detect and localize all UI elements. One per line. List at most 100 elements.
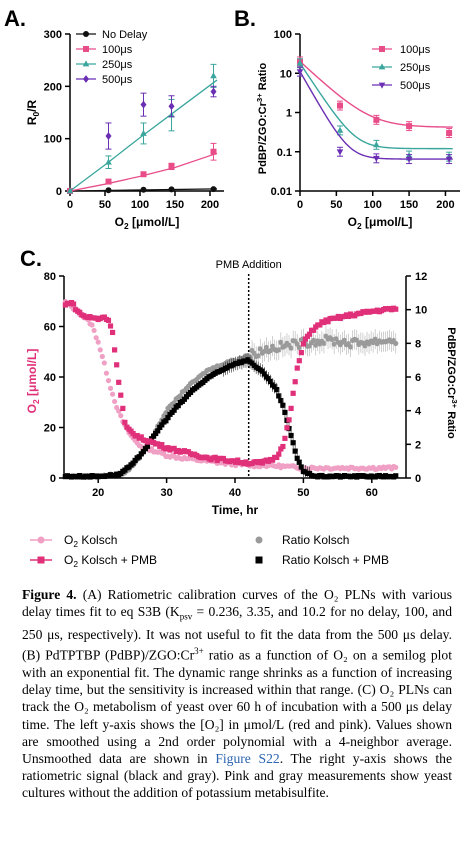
data-point xyxy=(95,339,101,345)
caption-text-2: = 0.236, 3.35, and 10.2 for no delay, 10… xyxy=(22,604,452,663)
data-point xyxy=(210,186,217,193)
data-point xyxy=(331,341,337,347)
figure-s22-link[interactable]: Figure S22 xyxy=(215,751,280,767)
data-point xyxy=(212,454,218,460)
legend-marker xyxy=(379,46,385,52)
x-axis-label: Time, hr xyxy=(212,503,259,517)
data-point xyxy=(292,379,298,385)
left-y-tick-label: 40 xyxy=(44,372,56,384)
data-point xyxy=(294,365,300,371)
data-point xyxy=(118,392,124,398)
data-point xyxy=(265,376,272,382)
data-point xyxy=(446,130,453,137)
data-point xyxy=(91,327,97,334)
data-point xyxy=(276,393,282,399)
data-point xyxy=(140,186,147,193)
data-point xyxy=(99,353,105,360)
pmb-addition-label: PMB Addition xyxy=(216,259,282,271)
legend-marker xyxy=(37,536,45,544)
right-y-tick-label: 2 xyxy=(415,439,421,451)
data-point xyxy=(105,187,112,194)
left-y-tick-label: 60 xyxy=(44,322,56,334)
left-y-tick-label: 20 xyxy=(44,423,56,435)
data-point xyxy=(288,405,294,411)
x-axis-label: O2 [μmol/L] xyxy=(348,215,413,231)
y-tick-label: 300 xyxy=(44,29,62,41)
data-point xyxy=(341,337,348,343)
data-point xyxy=(393,473,399,479)
right-y-axis-label: PdBP/ZGO:Cr3+ Ratio xyxy=(445,327,459,439)
data-point xyxy=(70,301,77,307)
legend-label: 500μs xyxy=(400,80,431,92)
data-point xyxy=(116,379,122,385)
caption-text-3: ratio as a function of O₂ on a semilog p… xyxy=(22,647,452,767)
data-point xyxy=(103,370,110,376)
right-y-tick-label: 0 xyxy=(415,473,421,485)
data-point xyxy=(261,348,268,354)
caption-text-1: (A) Ratiometric calibration curves of th… xyxy=(22,587,452,620)
data-point xyxy=(282,435,288,441)
caption-cr-superscript: 3+ xyxy=(194,646,204,657)
data-point xyxy=(288,432,294,439)
data-point xyxy=(112,398,118,405)
data-point xyxy=(296,69,304,76)
data-point xyxy=(317,322,323,328)
data-point xyxy=(93,335,99,341)
data-point xyxy=(302,336,309,342)
figure-caption: Figure 4. (A) Ratiometric calibration cu… xyxy=(22,586,452,802)
caption-ksv-subscript: psv xyxy=(179,611,193,622)
data-point xyxy=(306,331,313,337)
data-point xyxy=(105,317,112,323)
data-point xyxy=(336,149,344,156)
x-tick-label: 100 xyxy=(364,199,382,211)
data-point xyxy=(282,409,288,416)
legend-marker xyxy=(255,536,263,544)
x-tick-label: 150 xyxy=(400,199,418,211)
data-point xyxy=(311,327,317,333)
data-point xyxy=(296,459,302,465)
data-point xyxy=(311,337,317,343)
fit-line xyxy=(69,79,218,192)
figure-panel-b: B. 0.01 0.1 1 10 100 0 50 100 150 200 O2 [μmol/L] P… xyxy=(234,6,460,231)
data-point xyxy=(155,428,161,434)
data-point xyxy=(140,449,146,455)
data-point xyxy=(105,377,112,384)
data-point xyxy=(97,347,103,353)
legend-marker xyxy=(82,60,90,67)
y-tick-label: 0 xyxy=(56,186,62,198)
data-point xyxy=(267,347,274,354)
legend-label: O2 Kolsch xyxy=(64,533,117,549)
data-point xyxy=(89,322,95,328)
data-point xyxy=(325,319,331,325)
x-tick-label: 0 xyxy=(297,199,303,211)
data-point xyxy=(109,329,116,336)
data-point xyxy=(105,158,112,165)
y-tick-label: 10 xyxy=(280,68,292,80)
data-point xyxy=(118,413,124,419)
x-tick-label: 200 xyxy=(201,199,219,211)
legend-label: No Delay xyxy=(102,29,148,41)
data-point xyxy=(354,337,360,343)
data-point xyxy=(406,123,413,130)
data-point xyxy=(177,393,183,399)
left-y-tick-label: 80 xyxy=(44,271,56,283)
data-point xyxy=(101,360,107,366)
data-point xyxy=(210,72,217,79)
legend-marker xyxy=(37,556,45,564)
data-point xyxy=(163,418,169,424)
panel-c-plot: 0 20 40 60 80 0 2 4 6 8 10 12 20 30 40 50 60 Time, hr O2 [… xyxy=(25,259,459,569)
data-point xyxy=(296,344,302,351)
panel-c-letter: C. xyxy=(20,246,42,271)
data-point xyxy=(272,384,278,390)
data-point xyxy=(140,100,147,109)
data-point xyxy=(171,400,177,406)
legend-label: O2 Kolsch + PMB xyxy=(64,553,157,569)
data-point xyxy=(292,448,298,454)
data-point xyxy=(329,336,335,342)
legend-label: 250μs xyxy=(400,62,431,74)
legend-label: 500μs xyxy=(102,74,133,86)
data-point xyxy=(168,186,175,193)
legend-marker xyxy=(378,63,386,70)
data-point xyxy=(270,457,276,463)
data-point xyxy=(140,171,147,178)
